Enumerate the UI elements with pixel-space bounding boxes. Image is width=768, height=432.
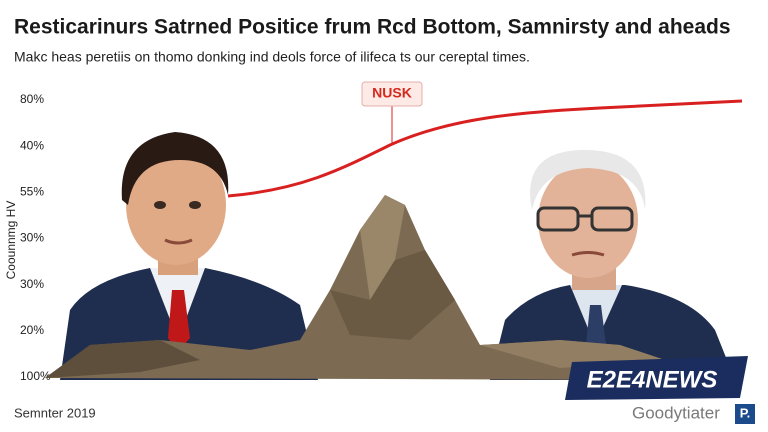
footer-date: Semnter 2019 xyxy=(14,405,96,420)
axis-label: Coounnmg HV xyxy=(4,201,18,280)
logo-name: E2E4NEWS xyxy=(587,366,718,393)
logo-tagline: Goodytiater xyxy=(632,403,720,422)
logo-badge: P. xyxy=(740,405,751,420)
tick-label: 30% xyxy=(20,231,44,245)
logo-badge-box xyxy=(735,404,755,424)
tick-label: 100% xyxy=(20,369,51,383)
headline: Resticarinurs Satrned Positice frum Rcd … xyxy=(14,16,731,39)
trend-line xyxy=(227,99,743,198)
mountain xyxy=(45,195,680,380)
callout-box xyxy=(361,81,423,107)
tick-label: 20% xyxy=(20,323,44,337)
tick-label: 30% xyxy=(20,277,44,291)
tick-label: 55% xyxy=(20,185,44,199)
tick-label: 40% xyxy=(20,138,44,152)
callout-text: NUSK xyxy=(372,85,412,101)
tick-labels: 80% 40% 55% 30% 30% 20% 100% xyxy=(20,92,51,383)
logo: E2E4NEWS Goodytiater P. xyxy=(565,356,755,424)
tick-label: 80% xyxy=(20,92,44,106)
subheadline: Makc heas peretiis on thomo donking ind … xyxy=(14,49,530,65)
